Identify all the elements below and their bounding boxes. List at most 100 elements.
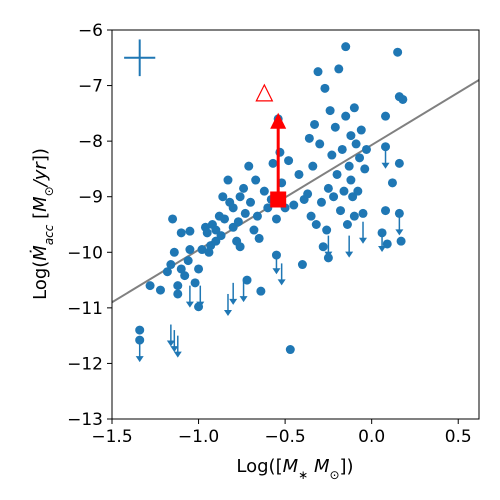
data-point	[360, 164, 370, 174]
y-tick-label: −8	[78, 132, 103, 152]
data-point	[289, 200, 299, 210]
data-point	[396, 236, 406, 246]
data-point	[355, 153, 365, 163]
data-point	[387, 178, 397, 188]
upper-limit-head	[378, 246, 387, 253]
data-point	[235, 242, 245, 252]
upper-limit-arrow	[173, 335, 182, 358]
data-point	[223, 175, 233, 185]
upper-limit-arrow	[277, 263, 286, 286]
data-point	[240, 208, 250, 218]
data-point	[336, 206, 346, 216]
data-point	[394, 208, 404, 218]
data-point	[173, 289, 183, 299]
upper-limit-arrow	[223, 293, 232, 316]
data-point	[155, 285, 165, 295]
data-point	[322, 225, 332, 235]
upper-limit-arrow	[229, 282, 238, 305]
error-bar-layer	[124, 39, 156, 77]
data-point	[244, 161, 254, 171]
upper-limit-head	[272, 268, 281, 275]
data-point	[256, 286, 266, 296]
data-point	[263, 203, 273, 213]
upper-limit-head	[166, 340, 175, 347]
data-point	[356, 125, 366, 135]
y-axis-ticks: −13 −12 −11 −10 −9 −8 −7 −6	[67, 21, 112, 430]
y-tick-label: −12	[67, 354, 103, 374]
data-point	[268, 158, 278, 168]
data-point	[173, 281, 183, 291]
highlight-layer	[255, 83, 287, 208]
data-point	[185, 226, 195, 236]
data-point	[233, 217, 243, 227]
y-tick-label: −11	[67, 299, 103, 319]
data-point	[318, 242, 328, 252]
data-point	[323, 253, 333, 263]
data-point	[316, 197, 326, 207]
data-point	[306, 211, 316, 221]
data-point	[218, 192, 228, 202]
upper-limit-head	[359, 237, 368, 244]
data-point	[358, 208, 368, 218]
data-point	[341, 111, 351, 121]
upper-limit-head	[239, 296, 248, 303]
upper-limit-head	[223, 309, 232, 316]
upper-limit-head	[277, 279, 286, 286]
data-point	[304, 133, 314, 143]
data-point	[145, 281, 155, 291]
data-point	[329, 192, 339, 202]
upper-limit-arrow	[166, 324, 175, 347]
y-tick-label: −7	[78, 77, 103, 97]
upper-limit-head	[229, 298, 238, 305]
y-tick-label: −13	[67, 410, 103, 430]
data-point	[194, 302, 204, 312]
data-point	[313, 67, 323, 77]
data-point	[349, 211, 359, 221]
y-tick-label: −10	[67, 243, 103, 263]
data-point	[346, 175, 356, 185]
data-point	[311, 220, 321, 229]
data-point	[220, 214, 230, 224]
data-point	[315, 139, 325, 149]
data-point	[353, 186, 363, 196]
upper-limit-head	[135, 356, 144, 363]
data-point	[180, 271, 190, 281]
data-point	[394, 158, 404, 168]
data-point	[381, 206, 391, 216]
plot-area	[112, 39, 479, 363]
data-point	[169, 247, 179, 257]
data-point	[135, 335, 145, 345]
data-point	[332, 169, 342, 179]
y-tick-label: −9	[78, 188, 103, 208]
data-point	[185, 245, 195, 255]
data-point	[194, 264, 204, 274]
data-point	[190, 278, 200, 288]
x-tick-label: −0.5	[264, 427, 305, 447]
data-point	[216, 231, 226, 241]
upper-limit-head	[381, 162, 390, 169]
upper-limit-head	[185, 301, 194, 308]
data-point	[242, 275, 252, 285]
data-point	[249, 225, 259, 235]
data-point	[361, 144, 371, 154]
data-point	[202, 228, 212, 238]
plot-frame	[111, 29, 480, 420]
upper-limit-arrow	[359, 221, 368, 244]
data-point	[344, 161, 354, 171]
highlight-filled-triangle	[270, 112, 287, 129]
data-point	[183, 256, 193, 266]
data-point	[393, 47, 403, 57]
highlight-square-marker	[270, 191, 287, 208]
upper-limit-head	[170, 346, 179, 353]
data-point	[342, 220, 352, 229]
x-tick-label: 0.0	[358, 427, 385, 447]
data-point	[323, 183, 333, 193]
data-point	[252, 211, 262, 221]
data-point	[339, 186, 349, 196]
data-point	[349, 103, 359, 113]
data-point	[235, 192, 245, 202]
data-point	[259, 186, 269, 196]
upper-limit-head	[395, 229, 404, 236]
